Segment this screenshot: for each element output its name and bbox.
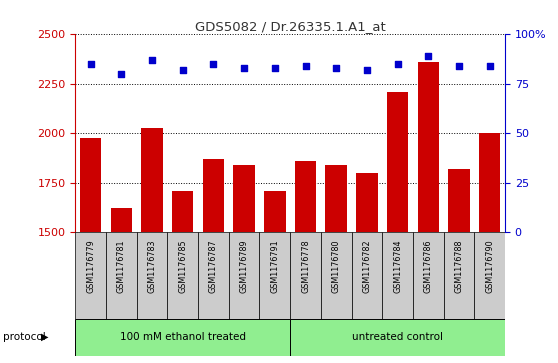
Bar	[413, 232, 444, 319]
Text: GSM1176787: GSM1176787	[209, 239, 218, 293]
Point	[301, 63, 310, 69]
Bar	[325, 165, 347, 363]
Bar	[75, 319, 290, 356]
Bar	[474, 232, 505, 319]
Point	[270, 65, 279, 71]
Text: untreated control: untreated control	[352, 332, 443, 342]
Bar	[229, 232, 259, 319]
Bar	[387, 92, 408, 363]
Bar	[444, 232, 474, 319]
Bar	[198, 232, 229, 319]
Bar	[141, 129, 163, 363]
Text: ▶: ▶	[41, 332, 48, 342]
Text: protocol: protocol	[3, 332, 46, 342]
Title: GDS5082 / Dr.26335.1.A1_at: GDS5082 / Dr.26335.1.A1_at	[195, 20, 386, 33]
Bar	[295, 161, 316, 363]
Bar	[167, 232, 198, 319]
Bar	[290, 319, 505, 356]
Bar	[356, 173, 378, 363]
Point	[363, 67, 372, 73]
Bar	[352, 232, 382, 319]
Bar	[137, 232, 167, 319]
Text: GSM1176784: GSM1176784	[393, 239, 402, 293]
Bar	[75, 232, 106, 319]
Text: GSM1176778: GSM1176778	[301, 239, 310, 293]
Text: GSM1176786: GSM1176786	[424, 239, 433, 293]
Text: GSM1176789: GSM1176789	[239, 239, 249, 293]
Bar	[233, 165, 255, 363]
Bar	[479, 133, 501, 363]
Point	[209, 61, 218, 67]
Text: GSM1176791: GSM1176791	[270, 239, 280, 293]
Point	[424, 53, 433, 59]
Point	[179, 67, 187, 73]
Bar	[382, 232, 413, 319]
Point	[455, 63, 464, 69]
Text: GSM1176780: GSM1176780	[331, 239, 341, 293]
Point	[393, 61, 402, 67]
Point	[331, 65, 340, 71]
Bar	[259, 232, 290, 319]
Text: GSM1176779: GSM1176779	[86, 239, 95, 293]
Bar	[448, 169, 470, 363]
Text: GSM1176781: GSM1176781	[117, 239, 126, 293]
Point	[240, 65, 249, 71]
Text: GSM1176783: GSM1176783	[147, 239, 157, 293]
Bar	[417, 62, 439, 363]
Text: GSM1176782: GSM1176782	[362, 239, 372, 293]
Bar	[172, 191, 194, 363]
Bar	[321, 232, 352, 319]
Bar	[106, 232, 137, 319]
Bar	[264, 191, 286, 363]
Point	[117, 71, 126, 77]
Bar	[110, 208, 132, 363]
Bar	[290, 232, 321, 319]
Text: 100 mM ethanol treated: 100 mM ethanol treated	[120, 332, 246, 342]
Point	[86, 61, 95, 67]
Text: GSM1176785: GSM1176785	[178, 239, 187, 293]
Bar	[80, 138, 102, 363]
Bar	[203, 159, 224, 363]
Point	[147, 57, 156, 63]
Point	[485, 63, 494, 69]
Text: GSM1176790: GSM1176790	[485, 239, 494, 293]
Text: GSM1176788: GSM1176788	[454, 239, 464, 293]
